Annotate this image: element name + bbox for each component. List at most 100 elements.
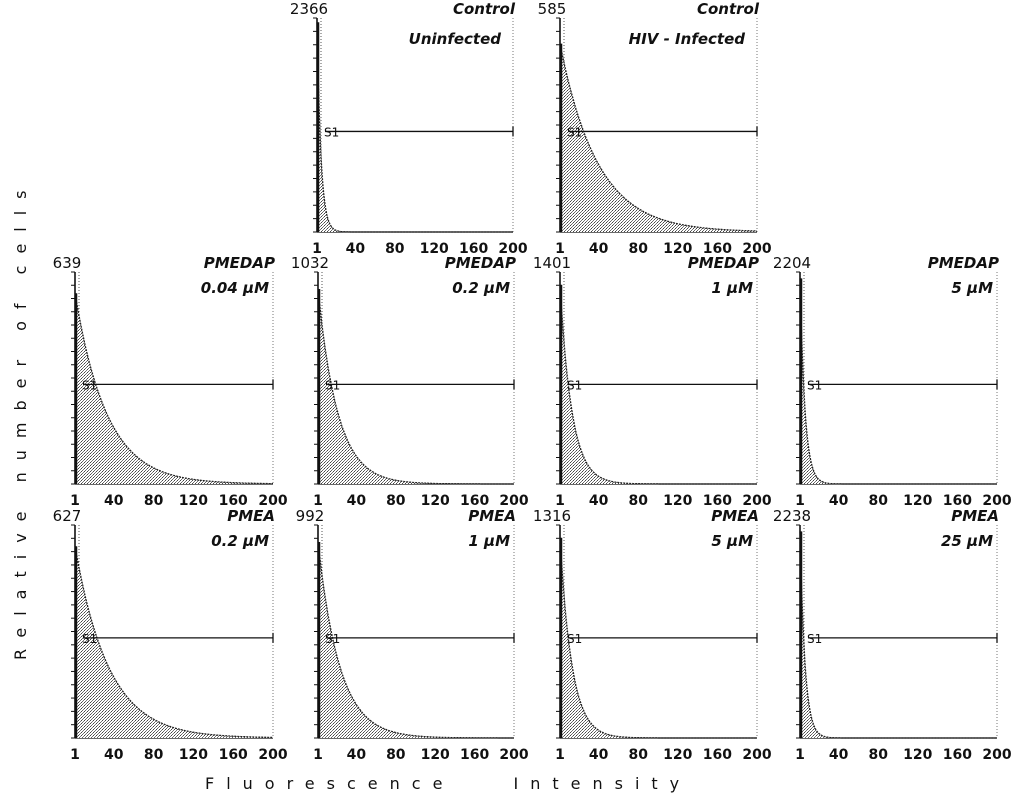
histogram-fill [318, 542, 514, 738]
condition-label: 5 μM [711, 532, 753, 550]
x-tick-label: 160 [703, 241, 732, 257]
x-tick-label: 160 [943, 747, 972, 763]
count-label: 627 [53, 507, 82, 525]
x-tick-label: 1 [312, 241, 322, 257]
x-tick-label: 120 [663, 241, 692, 257]
x-tick-label: 1 [555, 747, 565, 763]
treatment-label: PMEDAP [445, 254, 516, 272]
x-tick-label: 160 [459, 241, 488, 257]
x-tick-label: 40 [347, 747, 367, 763]
x-tick-label: 200 [742, 241, 771, 257]
x-tick-label: 160 [460, 747, 489, 763]
histogram-outline [316, 22, 513, 233]
x-tick-label: 120 [903, 747, 932, 763]
histogram-panel: S1 1 40 80 120 160 200 1316 PMEA 5 μM [533, 507, 772, 763]
x-tick-label: 40 [829, 747, 849, 763]
x-tick-label: 160 [219, 747, 248, 763]
gate-label: S1 [567, 125, 582, 139]
histogram-outline [74, 293, 273, 485]
condition-label: Uninfected [409, 30, 502, 48]
x-tick-label: 80 [628, 493, 648, 509]
x-tick-label: 200 [258, 493, 287, 509]
treatment-label: PMEDAP [204, 254, 275, 272]
x-tick-label: 160 [703, 493, 732, 509]
treatment-label: PMEA [468, 507, 516, 525]
histogram-panel: S1 1 40 80 120 160 200 1401 PMEDAP 1 μM [533, 254, 772, 509]
condition-label: 5 μM [951, 279, 993, 297]
x-tick-label: 120 [663, 493, 692, 509]
x-tick-label: 200 [742, 493, 771, 509]
condition-label: 1 μM [711, 279, 753, 297]
x-tick-label: 80 [385, 241, 405, 257]
gate-label: S1 [324, 125, 339, 139]
x-tick-label: 160 [460, 493, 489, 509]
count-label: 1401 [533, 254, 571, 272]
x-tick-label: 40 [104, 747, 124, 763]
treatment-label: Control [453, 0, 516, 18]
histogram-panel: S1 1 40 80 120 160 200 2366 Control Uninfected [290, 0, 528, 257]
histogram-fill [75, 293, 273, 484]
y-axis-title: Relative number of cells [11, 178, 30, 660]
x-tick-label: 40 [347, 493, 367, 509]
x-tick-label: 200 [982, 747, 1011, 763]
histogram-fill [560, 284, 757, 484]
x-tick-label: 80 [386, 493, 406, 509]
histogram-panel: S1 1 40 80 120 160 200 2204 PMEDAP 5 μM [773, 254, 1012, 509]
x-tick-label: 120 [420, 241, 449, 257]
histogram-outline [559, 537, 757, 739]
x-tick-label: 40 [589, 493, 609, 509]
count-label: 2204 [773, 254, 811, 272]
x-tick-label: 200 [499, 747, 528, 763]
x-tick-label: 80 [628, 747, 648, 763]
x-tick-label: 1 [555, 241, 565, 257]
histogram-outline [559, 43, 757, 232]
x-tick-label: 1 [70, 493, 80, 509]
x-tick-label: 1 [313, 747, 323, 763]
x-tick-label: 40 [104, 493, 124, 509]
x-tick-label: 40 [346, 241, 366, 257]
gate-label: S1 [807, 632, 822, 646]
histogram-fill [560, 43, 757, 233]
histogram-panels: S1 1 40 80 120 160 200 2366 Control Uninfected S1 1… [53, 0, 1012, 763]
gate-label: S1 [82, 378, 97, 392]
x-tick-label: 200 [498, 241, 527, 257]
x-tick-label: 1 [795, 747, 805, 763]
x-tick-label: 160 [219, 493, 248, 509]
x-tick-label: 80 [868, 493, 888, 509]
x-tick-label: 80 [144, 493, 164, 509]
condition-label: HIV - Infected [629, 30, 746, 48]
x-tick-label: 1 [795, 493, 805, 509]
x-tick-label: 1 [555, 493, 565, 509]
x-tick-label: 120 [179, 493, 208, 509]
treatment-label: PMEA [711, 507, 759, 525]
x-tick-label: 160 [943, 493, 972, 509]
x-axis-title: Fluorescence Intensity [205, 774, 691, 793]
x-tick-label: 120 [421, 747, 450, 763]
count-label: 2238 [773, 507, 811, 525]
treatment-label: Control [697, 0, 760, 18]
count-label: 1316 [533, 507, 571, 525]
treatment-label: PMEA [227, 507, 275, 525]
x-tick-label: 40 [829, 493, 849, 509]
histogram-panel: S1 1 40 80 120 160 200 2238 PMEA 25 μM [773, 507, 1012, 763]
histogram-outline [799, 531, 997, 739]
gate-label: S1 [567, 378, 582, 392]
condition-label: 0.2 μM [211, 532, 269, 550]
condition-label: 25 μM [941, 532, 993, 550]
x-tick-label: 80 [144, 747, 164, 763]
x-tick-label: 200 [982, 493, 1011, 509]
histogram-panel: S1 1 40 80 120 160 200 639 PMEDAP 0.04 μM [53, 254, 288, 509]
gate-label: S1 [567, 632, 582, 646]
treatment-label: PMEDAP [688, 254, 759, 272]
histogram-panel: S1 1 40 80 120 160 200 992 PMEA 1 μM [296, 507, 529, 763]
x-tick-label: 120 [179, 747, 208, 763]
histogram-outline [799, 278, 997, 485]
x-tick-label: 80 [386, 747, 406, 763]
histogram-fill [317, 22, 513, 232]
gate-label: S1 [82, 632, 97, 646]
condition-label: 0.04 μM [201, 279, 269, 297]
gate-label: S1 [325, 378, 340, 392]
histogram-fill [800, 278, 997, 484]
histogram-fill [318, 289, 514, 484]
gate-label: S1 [325, 632, 340, 646]
